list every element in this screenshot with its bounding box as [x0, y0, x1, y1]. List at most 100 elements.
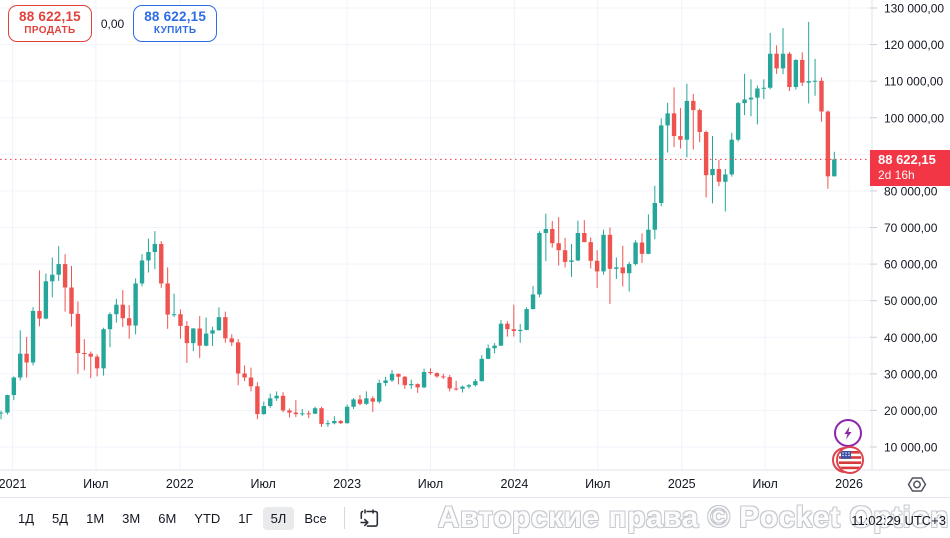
candle-body: [0, 412, 4, 414]
candlestick-chart[interactable]: 10 000,00 20 000,00 30 000,00 40 000,00 50 0…: [0, 0, 950, 496]
candle-body: [332, 421, 337, 424]
candle-body: [588, 242, 593, 261]
candle-body: [184, 325, 190, 344]
clock: 11:02:29 UTC+3: [851, 513, 946, 528]
candle-body: [819, 80, 824, 112]
buy-price: 88 622,15: [144, 9, 207, 24]
range-button-1М[interactable]: 1М: [78, 507, 112, 530]
candle-body: [697, 110, 702, 133]
candle-body: [300, 413, 305, 415]
candle-body: [479, 358, 484, 382]
candle-body: [473, 381, 478, 386]
price-axis-label: 60 000,00: [884, 258, 938, 272]
range-button-3М[interactable]: 3М: [114, 507, 148, 530]
candle-body: [671, 113, 677, 137]
event-marker-lightning[interactable]: [834, 419, 862, 447]
candle-body: [229, 338, 234, 343]
candle-body: [11, 377, 17, 396]
candle-body: [787, 53, 792, 88]
price-axis-label: 40 000,00: [884, 331, 938, 345]
candle-body: [146, 252, 151, 261]
candle-body: [652, 202, 658, 230]
candle-body: [159, 243, 164, 284]
time-axis-label: Июл: [752, 477, 777, 491]
candle-body: [274, 395, 279, 399]
range-button-Все[interactable]: Все: [296, 507, 334, 530]
time-axis-label: Июл: [585, 477, 610, 491]
toolbar-divider: [343, 507, 345, 529]
gridlines: [0, 0, 872, 470]
candle-body: [114, 304, 119, 315]
range-button-5Л[interactable]: 5Л: [262, 506, 295, 530]
candle-body: [768, 53, 773, 88]
time-axis-label: Июл: [83, 477, 108, 491]
candle-body: [511, 329, 516, 332]
candle-body: [171, 314, 177, 316]
candle-body: [409, 384, 414, 386]
candle-body: [825, 111, 831, 177]
range-toolbar: 1Д 5Д 1М 3М 6М YTD 1Г 5Л Все: [0, 497, 950, 538]
go-to-date-button[interactable]: [356, 505, 383, 532]
candle-body: [376, 382, 382, 402]
candle-body: [684, 100, 690, 140]
sell-button[interactable]: 88 622,15 ПРОДАТЬ: [8, 5, 92, 43]
candle-body: [524, 309, 529, 330]
time-axis-label: 2021: [0, 477, 26, 491]
range-button-5Д[interactable]: 5Д: [44, 507, 76, 530]
time-axis-label: 2022: [166, 477, 194, 491]
sell-label: ПРОДАТЬ: [24, 25, 76, 37]
candle-body: [575, 232, 581, 261]
range-button-6М[interactable]: 6М: [150, 507, 184, 530]
time-axis-label: 2025: [668, 477, 696, 491]
candle-body: [421, 372, 427, 388]
candle-body: [370, 398, 375, 402]
candle-body: [351, 399, 356, 407]
candle-body: [402, 376, 408, 386]
price-axis-label: 110 000,00: [884, 75, 943, 89]
candle-countdown: 2d 16h: [878, 168, 915, 183]
candle-body: [518, 329, 523, 332]
us-flag-event-icon: [836, 446, 864, 474]
candle-body: [505, 323, 510, 330]
buy-button[interactable]: 88 622,15 КУПИТЬ: [133, 5, 218, 43]
candle-body: [582, 232, 587, 243]
buy-label: КУПИТЬ: [153, 25, 197, 37]
candle-body: [191, 328, 196, 344]
candle-body: [287, 410, 292, 413]
axis-settings-icon[interactable]: [905, 475, 931, 500]
candle-body: [210, 330, 215, 334]
sell-price: 88 622,15: [19, 9, 81, 24]
candle-body: [556, 243, 561, 251]
candle-body: [620, 267, 625, 274]
time-axis-label: 2026: [835, 477, 863, 491]
time-axis-label: Июл: [250, 477, 275, 491]
time-axis-label: Июл: [418, 477, 443, 491]
range-button-YTD[interactable]: YTD: [186, 507, 228, 530]
candle-body: [357, 399, 363, 404]
axis-labels: 10 000,00 20 000,00 30 000,00 40 000,00 50 0…: [0, 0, 950, 491]
candle-body: [127, 318, 132, 326]
candle-body: [165, 283, 170, 315]
candle-body: [139, 260, 145, 284]
range-button-1Г[interactable]: 1Г: [230, 507, 260, 530]
candle-body: [716, 168, 722, 182]
price-axis-label: 50 000,00: [884, 294, 938, 308]
event-marker-news[interactable]: [832, 446, 864, 474]
candle-body: [5, 395, 10, 413]
candle-body: [543, 228, 549, 233]
candle-body: [485, 348, 491, 359]
candle-body: [569, 260, 574, 262]
candle-body: [248, 377, 254, 387]
candle-body: [30, 310, 36, 363]
candle-body: [729, 139, 734, 175]
candle-body: [120, 304, 125, 319]
range-button-1Д[interactable]: 1Д: [10, 507, 42, 530]
candle-body: [434, 373, 440, 377]
candle-body: [325, 423, 331, 425]
candle-body: [428, 372, 433, 374]
candle-body: [633, 242, 638, 265]
candle-body: [56, 264, 61, 275]
price-axis-label: 130 000,00: [884, 2, 944, 16]
price-axis-label: 20 000,00: [884, 404, 938, 418]
